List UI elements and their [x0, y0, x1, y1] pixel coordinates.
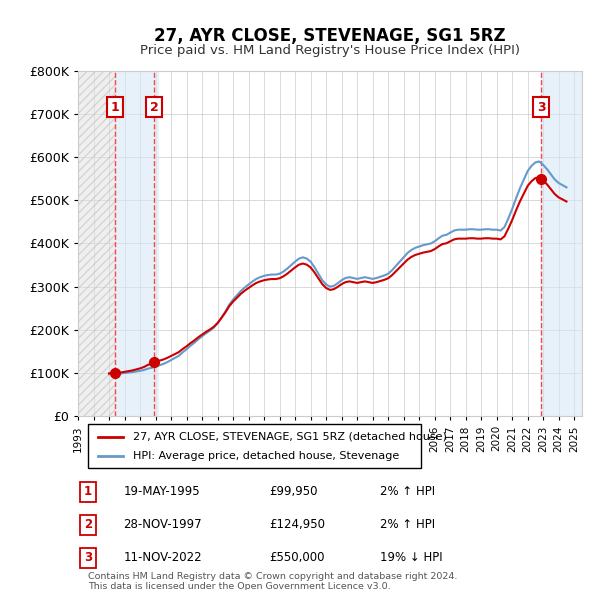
- Text: 3: 3: [84, 551, 92, 564]
- Text: Price paid vs. HM Land Registry's House Price Index (HPI): Price paid vs. HM Land Registry's House …: [140, 44, 520, 57]
- Text: £550,000: £550,000: [269, 551, 325, 564]
- Text: 19-MAY-1995: 19-MAY-1995: [124, 486, 200, 499]
- Text: 1: 1: [84, 486, 92, 499]
- Text: 11-NOV-2022: 11-NOV-2022: [124, 551, 202, 564]
- Text: 1: 1: [110, 100, 119, 113]
- Bar: [541, 71, 582, 416]
- Text: £124,950: £124,950: [269, 519, 326, 532]
- Text: 28-NOV-1997: 28-NOV-1997: [124, 519, 202, 532]
- FancyBboxPatch shape: [88, 424, 421, 468]
- Text: 27, AYR CLOSE, STEVENAGE, SG1 5RZ (detached house): 27, AYR CLOSE, STEVENAGE, SG1 5RZ (detac…: [133, 432, 448, 442]
- Text: 19% ↓ HPI: 19% ↓ HPI: [380, 551, 443, 564]
- Text: £99,950: £99,950: [269, 486, 318, 499]
- Text: HPI: Average price, detached house, Stevenage: HPI: Average price, detached house, Stev…: [133, 451, 400, 461]
- Text: 2% ↑ HPI: 2% ↑ HPI: [380, 519, 436, 532]
- Bar: [78, 71, 115, 416]
- Text: 3: 3: [537, 100, 545, 113]
- Text: 27, AYR CLOSE, STEVENAGE, SG1 5RZ: 27, AYR CLOSE, STEVENAGE, SG1 5RZ: [154, 27, 506, 45]
- Text: 2: 2: [150, 100, 158, 113]
- Text: Contains HM Land Registry data © Crown copyright and database right 2024.
This d: Contains HM Land Registry data © Crown c…: [88, 572, 457, 590]
- Text: 2: 2: [84, 519, 92, 532]
- Text: 2% ↑ HPI: 2% ↑ HPI: [380, 486, 436, 499]
- Bar: [115, 71, 159, 416]
